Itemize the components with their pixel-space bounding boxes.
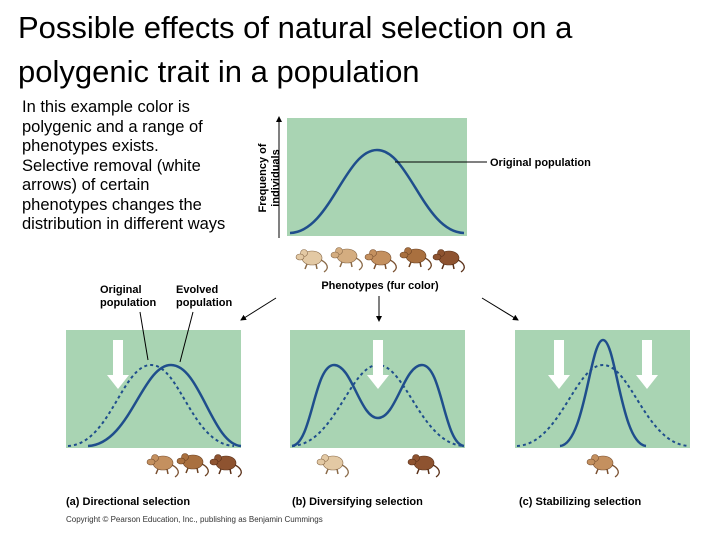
stabilizing-evolved-curve	[559, 338, 647, 448]
directional-original-label: Original population	[100, 284, 156, 309]
directional-evolved-label: Evolved population	[176, 284, 232, 309]
intro-line: arrows) of certain	[22, 176, 150, 194]
intro-line: In this example color is	[22, 98, 190, 116]
panel-letter: (a)	[66, 496, 80, 508]
evolved-population-pointer	[179, 311, 194, 363]
panel-name: Directional selection	[82, 496, 191, 508]
panel-name: Diversifying selection	[309, 496, 423, 508]
intro-text: In this example color is polygenic and a…	[22, 98, 262, 235]
label-line: Original	[100, 284, 142, 296]
label-line: population	[176, 296, 233, 309]
y-axis-label: Frequency of individuals	[257, 143, 282, 212]
panel-caption-stabilizing: (c) Stabilizing selection	[519, 496, 641, 509]
panel-name: Stabilizing selection	[535, 496, 642, 508]
stabilizing-selection-panel	[515, 330, 690, 448]
panel-caption-directional: (a) Directional selection	[66, 496, 190, 509]
selection-white-arrow	[636, 340, 658, 389]
y-axis-label-line: Frequency of	[257, 143, 269, 212]
label-line: population	[100, 296, 157, 309]
panel-letter: (c)	[519, 496, 533, 508]
original-population-pointer	[139, 311, 149, 361]
original-population-panel	[287, 118, 467, 236]
selection-white-arrow	[367, 340, 389, 389]
copyright-notice: Copyright © Pearson Education, Inc., pub…	[66, 515, 323, 524]
panel-caption-diversifying: (b) Diversifying selection	[292, 496, 423, 509]
panel-letter: (b)	[292, 496, 307, 508]
intro-line: phenotypes exists.	[22, 137, 159, 155]
arrow-to-stabilizing	[481, 297, 519, 321]
diversifying-evolved-curve	[291, 363, 465, 448]
directional-selection-panel	[66, 330, 241, 448]
selection-white-arrow	[548, 340, 570, 389]
x-axis-label: Phenotypes (fur color)	[321, 280, 439, 292]
stabilizing-mice	[586, 453, 620, 478]
directional-mice	[146, 452, 243, 478]
intro-line: Selective removal (white	[22, 156, 201, 175]
stabilizing-original-curve	[516, 363, 690, 447]
selection-white-arrow	[107, 340, 129, 389]
intro-line: phenotypes changes the	[22, 195, 202, 214]
intro-line: distribution in different ways	[22, 215, 226, 233]
original-population-label: Original population	[490, 157, 591, 169]
original-population-curve	[289, 148, 465, 235]
arrow-to-directional	[240, 297, 277, 321]
phenotype-mice-row	[295, 246, 466, 273]
label-line: Evolved	[176, 284, 219, 296]
directional-evolved-curve	[87, 363, 242, 448]
directional-original-curve	[67, 363, 235, 447]
diversifying-mice	[316, 453, 441, 478]
intro-line: polygenic and a range of	[22, 117, 203, 136]
y-axis-label-line: individuals	[270, 149, 282, 206]
slide-title: Possible effects of natural selection on…	[18, 10, 573, 89]
